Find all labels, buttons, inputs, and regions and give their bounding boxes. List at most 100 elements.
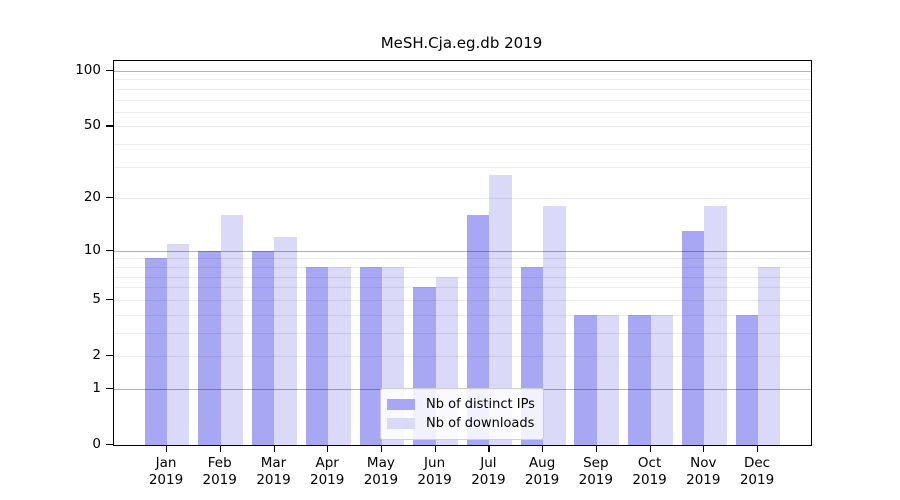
bar-downloads-dec <box>758 266 781 445</box>
x-tick-nov <box>703 445 705 452</box>
y-tick-2 <box>106 355 113 357</box>
bar-distinct-ips-feb <box>198 250 221 445</box>
gridline-80 <box>114 88 811 90</box>
x-tick-year: 2019 <box>310 472 345 488</box>
y-tick-label-1: 1 <box>92 379 101 396</box>
gridline-70 <box>114 99 811 101</box>
y-tick-label-10: 10 <box>83 241 101 258</box>
x-tick-label-jul: Jul 2019 <box>456 455 520 489</box>
legend-label-downloads: Nb of downloads <box>426 416 535 431</box>
x-tick-year: 2019 <box>739 472 775 488</box>
x-tick-year: 2019 <box>524 472 560 488</box>
x-tick-label-jan: Jan 2019 <box>134 455 198 489</box>
bar-distinct-ips-sep <box>574 314 597 445</box>
bar-downloads-oct <box>650 314 673 445</box>
x-tick-year: 2019 <box>256 472 291 488</box>
legend-row-downloads: Nb of downloads <box>387 414 535 433</box>
gridline-7 <box>114 276 811 278</box>
x-tick-label-sep: Sep 2019 <box>564 455 628 489</box>
x-tick-label-jun: Jun 2019 <box>403 455 467 489</box>
x-tick-may <box>380 445 383 452</box>
x-tick-jul <box>488 445 490 452</box>
y-tick-100 <box>106 70 113 72</box>
bar-downloads-feb <box>220 215 244 445</box>
x-tick-month: Nov <box>690 455 717 471</box>
gridline-40 <box>114 144 811 146</box>
gridline-8 <box>114 266 811 268</box>
x-tick-aug <box>542 445 544 452</box>
bar-distinct-ips-dec <box>735 314 759 445</box>
x-tick-month: Aug <box>528 455 556 471</box>
x-tick-label-feb: Feb 2019 <box>188 455 252 489</box>
gridline-100 <box>114 71 811 72</box>
y-tick-label-0: 0 <box>92 436 101 452</box>
y-tick-label-100: 100 <box>75 62 101 78</box>
bar-distinct-ips-apr <box>305 266 329 445</box>
y-tick-5 <box>106 298 113 300</box>
x-tick-mar <box>273 445 275 452</box>
y-tick-1 <box>106 387 113 389</box>
x-tick-year: 2019 <box>417 472 452 488</box>
gridline-10 <box>114 250 811 252</box>
bar-downloads-apr <box>328 266 351 445</box>
gridline-20 <box>114 198 811 200</box>
gridline-2 <box>114 356 811 357</box>
x-tick-label-oct: Oct 2019 <box>618 455 682 489</box>
x-tick-month: May <box>366 455 395 471</box>
x-tick-label-dec: Dec 2019 <box>725 455 789 489</box>
y-tick-label-5: 5 <box>92 290 101 307</box>
bar-distinct-ips-may <box>359 266 382 445</box>
bar-distinct-ips-oct <box>628 314 651 445</box>
bar-downloads-jan <box>167 243 190 445</box>
bar-downloads-mar <box>274 237 297 445</box>
y-tick-label-20: 20 <box>83 189 101 206</box>
plot-area: Nb of distinct IPs Nb of downloads <box>113 60 812 446</box>
x-tick-year: 2019 <box>202 472 237 488</box>
legend-swatch-downloads <box>387 418 415 429</box>
bar-downloads-nov <box>704 206 727 445</box>
legend-row-distinct-ips: Nb of distinct IPs <box>387 395 535 414</box>
x-tick-label-nov: Nov 2019 <box>671 455 735 489</box>
x-tick-year: 2019 <box>632 472 667 488</box>
gridline-30 <box>114 166 811 168</box>
gridline-5 <box>114 299 811 301</box>
bar-downloads-sep <box>596 314 620 445</box>
x-tick-month: Apr <box>315 455 339 471</box>
x-tick-oct <box>649 445 651 452</box>
bar-distinct-ips-mar <box>252 250 275 445</box>
gridline-90 <box>114 79 811 81</box>
x-tick-label-apr: Apr 2019 <box>295 455 359 489</box>
x-tick-year: 2019 <box>363 472 399 488</box>
y-tick-label-2: 2 <box>92 347 101 363</box>
y-tick-50 <box>106 125 113 127</box>
chart-title: MeSH.Cja.eg.db 2019 <box>380 34 543 52</box>
legend: Nb of distinct IPs Nb of downloads <box>380 388 544 440</box>
gridline-60 <box>114 111 811 113</box>
gridline-9 <box>114 258 811 260</box>
x-tick-month: Jun <box>424 455 446 471</box>
x-tick-label-may: May 2019 <box>349 455 413 489</box>
y-tick-10 <box>106 249 113 251</box>
x-tick-feb <box>219 445 221 452</box>
x-tick-jan <box>166 445 168 452</box>
legend-swatch-distinct-ips <box>387 399 415 410</box>
x-tick-apr <box>327 445 329 452</box>
bar-downloads-aug <box>543 206 566 445</box>
x-tick-month: Mar <box>260 455 287 471</box>
bar-distinct-ips-nov <box>681 231 705 445</box>
y-tick-20 <box>106 197 113 199</box>
bar-downloads-jul <box>489 175 512 445</box>
gridline-50 <box>114 126 811 128</box>
x-tick-month: Oct <box>637 455 662 471</box>
x-tick-sep <box>595 445 597 452</box>
x-tick-month: Dec <box>743 455 771 471</box>
x-tick-month: Jul <box>480 455 497 471</box>
gridline-6 <box>114 287 811 289</box>
x-tick-year: 2019 <box>686 472 721 488</box>
bar-distinct-ips-jul <box>466 215 490 445</box>
x-tick-year: 2019 <box>148 472 184 488</box>
x-tick-year: 2019 <box>471 472 506 488</box>
x-tick-month: Sep <box>583 455 609 471</box>
y-tick-0 <box>106 444 113 446</box>
x-tick-month: Feb <box>207 455 232 471</box>
